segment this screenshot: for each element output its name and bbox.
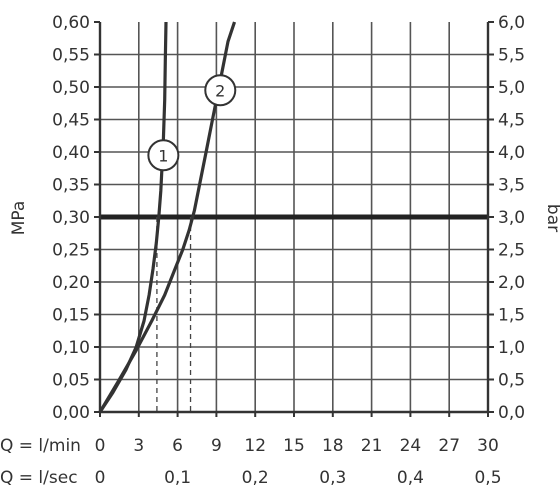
left-tick-label: 0,55 <box>52 46 90 66</box>
x-tick-label: 12 <box>244 436 266 456</box>
x-tick-label: 0 <box>95 468 106 488</box>
right-tick-label: 6,0 <box>498 13 525 33</box>
right-tick-label: 3,0 <box>498 208 525 228</box>
right-tick-label: 2,5 <box>498 241 525 261</box>
left-tick-label: 0,45 <box>52 111 90 131</box>
left-tick-label: 0,20 <box>52 273 90 293</box>
right-tick-label: 0,0 <box>498 403 525 423</box>
x-tick-label: 9 <box>211 436 222 456</box>
right-tick-label: 4,0 <box>498 143 525 163</box>
curve-marker-label-2: 2 <box>215 81 225 100</box>
x-tick-label: 0,2 <box>242 468 269 488</box>
right-tick-label: 5,5 <box>498 46 525 66</box>
curve-marker-label-1: 1 <box>158 146 168 165</box>
x-tick-label: 6 <box>172 436 183 456</box>
right-tick-label: 0,5 <box>498 371 525 391</box>
x-tick-label: 3 <box>133 436 144 456</box>
right-axis-ticks: 0,0 0,5 1,0 1,5 2,0 2,5 3,0 3,5 4,0 4,5 5,0 5,5 6,0 <box>488 13 525 423</box>
curve-marker-2 <box>204 74 237 107</box>
x-tick-label: 24 <box>400 436 422 456</box>
right-tick-label: 2,0 <box>498 273 525 293</box>
left-tick-label: 0,05 <box>52 371 90 391</box>
x-row-label-lmin: Q = l/min <box>0 436 81 456</box>
left-tick-label: 0,30 <box>52 208 90 228</box>
curve-marker-1 <box>147 139 180 172</box>
x-tick-label: 30 <box>477 436 499 456</box>
x-tick-label: 0,5 <box>474 468 501 488</box>
left-axis-title: MPa <box>9 201 29 236</box>
right-tick-label: 1,5 <box>498 306 525 326</box>
left-tick-label: 0,10 <box>52 338 90 358</box>
left-tick-label: 0,00 <box>52 403 90 423</box>
x-tick-label: 21 <box>361 436 383 456</box>
drop-lines <box>156 217 192 412</box>
right-tick-label: 5,0 <box>498 78 525 98</box>
left-tick-label: 0,35 <box>52 176 90 196</box>
x-tick-label: 0,3 <box>319 468 346 488</box>
plot-grid <box>100 22 488 412</box>
x-tick-label: 18 <box>322 436 344 456</box>
x-tick-label: 15 <box>283 436 305 456</box>
right-axis-title: bar <box>543 204 560 232</box>
x-tick-label: 0 <box>95 436 106 456</box>
right-tick-label: 1,0 <box>498 338 525 358</box>
left-tick-label: 0,25 <box>52 241 90 261</box>
x-row-label-lsec: Q = l/sec <box>0 468 78 488</box>
right-tick-label: 4,5 <box>498 111 525 131</box>
left-axis-ticks: 0,00 0,05 0,10 0,15 0,20 0,25 0,30 0,35 0,40 0,45… <box>52 13 100 423</box>
left-tick-label: 0,50 <box>52 78 90 98</box>
x-tick-label: 27 <box>438 436 460 456</box>
left-tick-label: 0,40 <box>52 143 90 163</box>
x-axis-rows: Q = l/min 0 3 6 9 12 15 18 21 24 27 30 Q = l/sec 0 0,1… <box>0 412 502 488</box>
x-tick-label: 0,1 <box>164 468 191 488</box>
left-tick-label: 0,60 <box>52 13 90 33</box>
left-tick-label: 0,15 <box>52 306 90 326</box>
right-tick-label: 3,5 <box>498 176 525 196</box>
curve-markers: 12 <box>147 74 237 172</box>
x-tick-label: 0,4 <box>397 468 424 488</box>
